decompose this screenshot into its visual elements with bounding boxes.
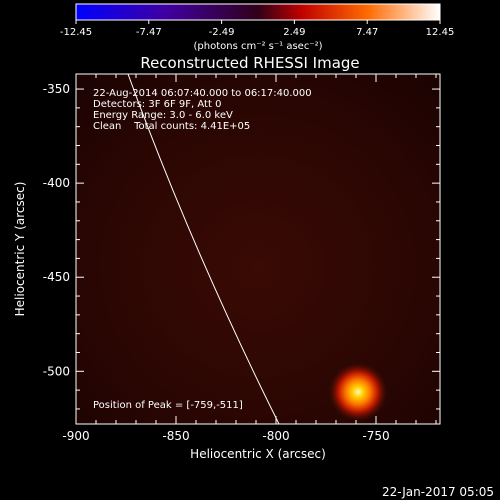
colorbar-unit-label: (photons cm⁻² s⁻¹ asec⁻²) — [193, 41, 322, 52]
colorbar-tick-label: 2.49 — [283, 27, 305, 38]
x-tick-label: -800 — [262, 429, 289, 443]
colorbar-tick-label: 12.45 — [426, 27, 455, 38]
y-tick-label: -350 — [43, 82, 70, 96]
x-tick-label: -850 — [162, 429, 189, 443]
y-axis-label: Heliocentric Y (arcsec) — [13, 182, 27, 317]
y-tick-label: -450 — [43, 270, 70, 284]
info-energy-range: Energy Range: 3.0 - 6.0 keV — [93, 110, 233, 121]
y-tick-label: -500 — [43, 364, 70, 378]
plot-frame — [75, 73, 441, 425]
y-axis-ticks: -350 -400 -450 -500 — [43, 82, 440, 410]
info-block: 22-Aug-2014 06:07:40.000 to 06:17:40.000… — [93, 88, 312, 132]
image-area — [76, 74, 440, 424]
colorbar-tick-label: -7.47 — [136, 27, 162, 38]
solar-limb-curve — [127, 74, 280, 424]
peak-position-label: Position of Peak = [-759,-511] — [93, 400, 243, 411]
timestamp: 22-Jan-2017 05:05 — [382, 485, 494, 499]
colorbar-ticks: -12.45 -7.47 -2.49 2.49 7.47 12.45 — [60, 20, 454, 38]
y-tick-label: -400 — [43, 176, 70, 190]
plot-title: Reconstructed RHESSI Image — [140, 54, 359, 72]
info-clean-counts: Clean Total counts: 4.41E+05 — [93, 121, 250, 132]
x-tick-label: -900 — [62, 429, 89, 443]
x-axis-label: Heliocentric X (arcsec) — [190, 447, 326, 461]
colorbar-tick-label: -2.49 — [209, 27, 235, 38]
x-tick-label: -750 — [362, 429, 389, 443]
colorbar-tick-label: -12.45 — [60, 27, 92, 38]
x-axis-ticks: -900 -850 -800 -750 — [62, 74, 437, 443]
colorbar-tick-label: 7.47 — [356, 27, 378, 38]
info-detectors: Detectors: 3F 6F 9F, Att 0 — [93, 99, 221, 110]
info-time-range: 22-Aug-2014 06:07:40.000 to 06:17:40.000 — [93, 88, 312, 99]
colorbar — [75, 3, 441, 21]
flare-source — [328, 362, 388, 423]
image-background — [76, 74, 440, 424]
